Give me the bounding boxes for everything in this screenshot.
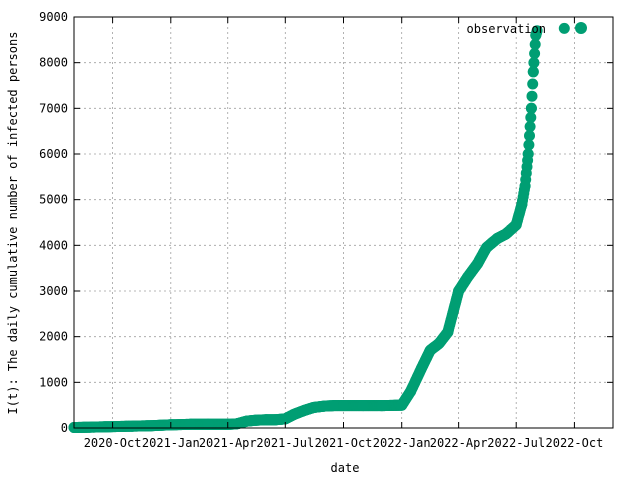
data-point bbox=[453, 285, 465, 297]
y-tick-label: 4000 bbox=[39, 238, 68, 252]
data-point bbox=[338, 400, 349, 412]
data-point bbox=[357, 400, 369, 412]
y-axis-label: I(t): The daily cumulative number of inf… bbox=[6, 32, 20, 415]
data-point bbox=[327, 400, 339, 412]
y-tick-label: 8000 bbox=[39, 56, 68, 70]
x-tick-labels: 2020-Oct 2021-Jan 2021-Apr 2021-Jul 2021-Oct… bbox=[84, 436, 604, 450]
data-point bbox=[529, 48, 541, 59]
data-point bbox=[299, 404, 311, 416]
x-tick-label: 2022-Jan bbox=[373, 436, 431, 450]
data-point bbox=[126, 420, 138, 432]
data-point bbox=[527, 66, 539, 78]
data-point bbox=[528, 57, 540, 69]
data-point bbox=[527, 78, 539, 90]
data-point bbox=[462, 271, 473, 283]
data-point bbox=[405, 386, 417, 397]
x-tick-label: 2021-Jan bbox=[142, 436, 200, 450]
data-point bbox=[269, 414, 281, 426]
data-point bbox=[415, 363, 427, 375]
data-point bbox=[202, 418, 214, 430]
axis-ticks bbox=[74, 16, 613, 429]
data-point bbox=[516, 198, 528, 210]
x-tick-label: 2021-Jul bbox=[256, 436, 314, 450]
x-tick-label: 2022-Apr bbox=[430, 436, 488, 450]
y-tick-label: 0 bbox=[61, 421, 68, 435]
data-point bbox=[241, 415, 253, 427]
y-tick-labels: 0 1000 2000 3000 4000 5000 6000 7000 8000 9000 bbox=[39, 10, 68, 435]
y-tick-label: 2000 bbox=[39, 330, 68, 344]
data-point bbox=[525, 102, 537, 114]
data-point bbox=[396, 399, 408, 411]
y-tick-label: 3000 bbox=[39, 284, 68, 298]
data-point bbox=[522, 148, 534, 160]
x-tick-label: 2021-Oct bbox=[315, 436, 373, 450]
y-tick-label: 9000 bbox=[39, 10, 68, 24]
data-point bbox=[524, 130, 535, 142]
data-point bbox=[260, 414, 272, 426]
legend-marker bbox=[575, 22, 587, 34]
data-point bbox=[319, 400, 330, 412]
x-tick-label: 2022-Oct bbox=[546, 436, 604, 450]
data-point bbox=[526, 90, 538, 102]
data-points bbox=[68, 22, 570, 433]
data-point bbox=[231, 418, 243, 430]
data-point bbox=[558, 22, 570, 34]
data-point bbox=[288, 408, 300, 420]
data-point bbox=[491, 233, 503, 244]
data-point bbox=[88, 421, 100, 433]
data-point bbox=[481, 242, 492, 254]
data-point bbox=[433, 338, 445, 349]
legend-label: observation bbox=[467, 22, 546, 36]
data-point bbox=[250, 414, 262, 426]
data-point bbox=[442, 326, 454, 338]
data-point bbox=[531, 25, 543, 37]
data-point bbox=[424, 344, 436, 356]
data-point bbox=[529, 38, 541, 50]
data-point bbox=[524, 121, 536, 133]
data-point bbox=[376, 400, 388, 412]
y-tick-label: 1000 bbox=[39, 375, 68, 389]
y-tick-label: 5000 bbox=[39, 193, 68, 207]
data-point bbox=[525, 112, 537, 123]
x-tick-label: 2022-Jul bbox=[487, 436, 545, 450]
x-tick-label: 2020-Oct bbox=[84, 436, 142, 450]
data-point bbox=[523, 139, 535, 151]
data-point bbox=[519, 180, 531, 192]
x-tick-label: 2021-Apr bbox=[199, 436, 257, 450]
data-point bbox=[472, 258, 484, 270]
data-point bbox=[500, 228, 512, 240]
data-point bbox=[279, 413, 291, 425]
y-tick-label: 6000 bbox=[39, 147, 68, 161]
legend: observation bbox=[467, 22, 587, 36]
data-point bbox=[510, 219, 522, 231]
data-point bbox=[184, 418, 196, 430]
x-axis-label: date bbox=[331, 461, 360, 475]
y-tick-label: 7000 bbox=[39, 101, 68, 115]
data-point bbox=[308, 401, 320, 413]
data-point bbox=[145, 420, 157, 432]
